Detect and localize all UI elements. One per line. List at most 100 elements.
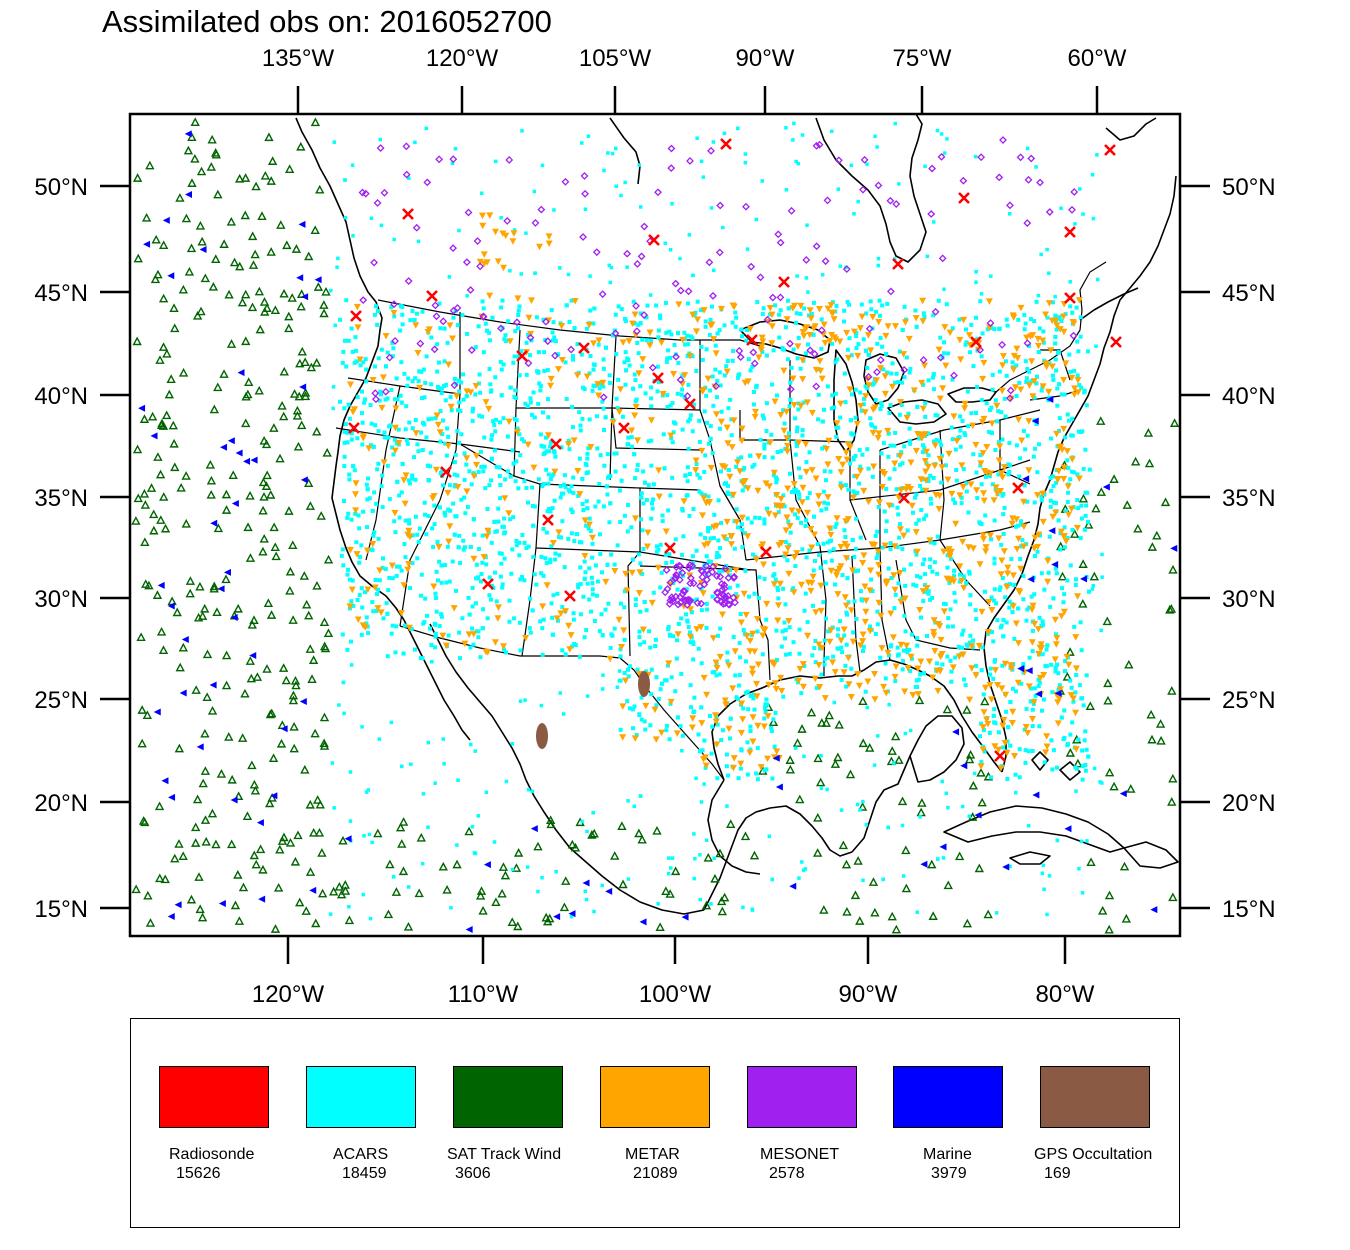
sat-wind-marker [289, 389, 300, 398]
acars-marker [684, 587, 689, 592]
acars-marker [797, 876, 801, 880]
metar-marker [400, 582, 408, 589]
acars-marker [362, 400, 367, 405]
metar-marker [844, 516, 852, 523]
acars-marker [941, 340, 946, 345]
acars-marker [584, 463, 589, 468]
acars-marker [960, 418, 965, 423]
metar-marker [877, 612, 885, 620]
acars-marker [953, 599, 958, 604]
acars-marker [347, 477, 352, 482]
acars-marker [639, 517, 644, 522]
metar-marker [639, 626, 647, 634]
metar-marker [793, 550, 801, 557]
acars-marker [981, 728, 986, 733]
acars-marker [1068, 563, 1073, 568]
acars-marker [594, 414, 599, 419]
metar-marker [1065, 661, 1073, 669]
metar-marker [566, 646, 574, 653]
acars-marker [530, 485, 535, 490]
acars-marker [665, 393, 670, 398]
acars-marker [656, 696, 661, 701]
metar-marker [700, 307, 708, 314]
metar-marker [622, 570, 630, 578]
acars-marker [1069, 685, 1074, 690]
acars-marker [699, 491, 704, 496]
acars-marker [929, 501, 934, 506]
acars-marker [702, 469, 707, 474]
sat-wind-marker [1165, 604, 1175, 614]
acars-marker [1042, 587, 1047, 592]
metar-marker [741, 478, 749, 485]
acars-marker [548, 476, 553, 481]
legend-item-radiosonde: Radiosonde 15626 [159, 1019, 309, 1219]
acars-marker [762, 446, 767, 451]
sat-wind-marker [1168, 564, 1178, 574]
right-tick-label: 45°N [1222, 280, 1276, 307]
acars-marker [1053, 665, 1058, 670]
metar-marker [904, 483, 912, 491]
acars-marker [757, 516, 762, 521]
acars-marker [345, 572, 350, 577]
sat-wind-marker [323, 628, 334, 637]
acars-marker [756, 596, 761, 601]
acars-marker [1075, 472, 1080, 477]
mesonet-marker [721, 564, 730, 573]
acars-marker [788, 530, 793, 535]
acars-marker [819, 317, 824, 322]
sat-wind-marker [137, 738, 147, 748]
acars-marker [455, 428, 460, 433]
acars-marker [822, 407, 827, 412]
metar-marker [820, 321, 828, 329]
metar-marker [595, 337, 603, 344]
acars-marker [781, 493, 786, 498]
sat-wind-marker [194, 872, 204, 881]
legend-label: Marine [923, 1146, 972, 1163]
acars-marker [585, 694, 590, 698]
acars-marker [873, 397, 878, 402]
metar-marker [919, 405, 927, 413]
sat-wind-marker [181, 518, 191, 528]
acars-marker [347, 905, 351, 909]
acars-marker [459, 432, 464, 437]
metar-marker [513, 429, 521, 436]
acars-marker [900, 658, 905, 663]
mesonet-marker [712, 572, 721, 580]
metar-marker [759, 632, 767, 639]
acars-marker [998, 585, 1003, 590]
mesonet-marker [380, 188, 389, 197]
metar-marker [378, 404, 386, 412]
acars-marker [966, 424, 971, 429]
acars-marker [979, 354, 984, 359]
acars-marker [1018, 556, 1023, 561]
acars-marker [540, 484, 545, 489]
acars-marker [926, 479, 931, 484]
mesonet-marker [466, 286, 475, 294]
acars-marker [876, 263, 881, 268]
acars-marker [743, 160, 748, 165]
sat-wind-marker [845, 769, 856, 779]
acars-marker [826, 501, 831, 506]
acars-marker [633, 378, 638, 383]
acars-marker [648, 723, 653, 728]
mesonet-marker [361, 189, 370, 198]
metar-marker [845, 681, 853, 688]
metar-marker [777, 674, 785, 682]
acars-marker [564, 396, 569, 401]
acars-marker [704, 347, 709, 352]
mesonet-marker [834, 156, 843, 165]
sat-wind-marker [1124, 659, 1134, 669]
acars-marker [989, 537, 994, 542]
sat-wind-marker [1144, 458, 1155, 468]
sat-wind-marker [304, 478, 314, 487]
acars-marker [1012, 583, 1017, 588]
acars-marker [580, 819, 584, 824]
acars-marker [437, 301, 442, 306]
sat-wind-marker [295, 358, 305, 368]
acars-marker [805, 223, 809, 227]
acars-marker [578, 428, 583, 433]
acars-marker [957, 317, 962, 322]
sat-wind-marker [391, 887, 402, 896]
acars-marker [410, 308, 415, 313]
acars-marker [875, 145, 879, 149]
